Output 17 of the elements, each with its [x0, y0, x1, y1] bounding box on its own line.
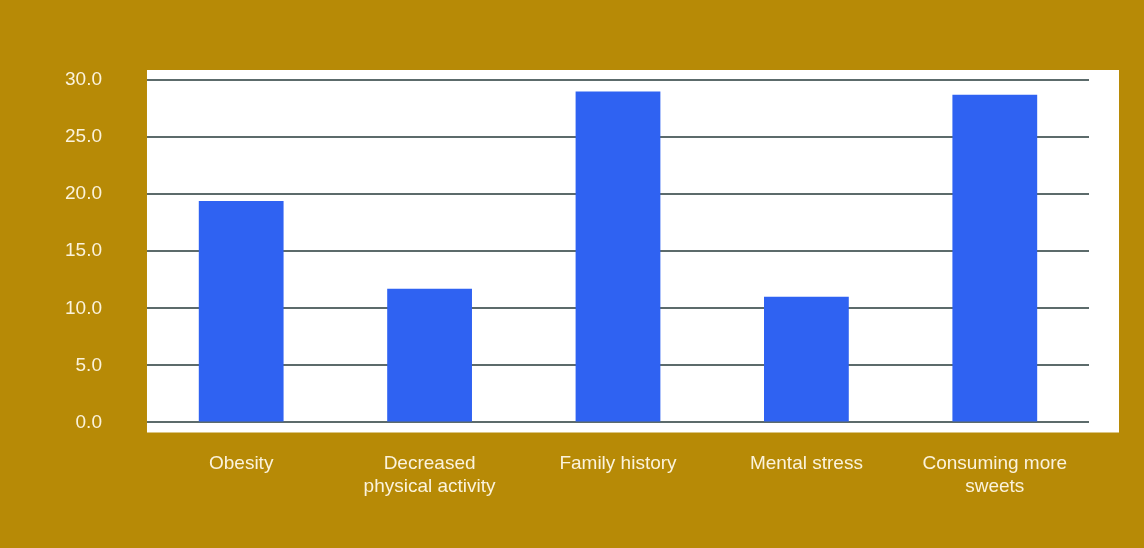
y-tick-label: 20.0 [65, 182, 102, 204]
bar [387, 288, 472, 422]
x-tick-label: Consuming more sweets [922, 452, 1068, 496]
bar [575, 91, 661, 422]
y-tick-label: 25.0 [65, 125, 102, 147]
x-tick-label: Decreased physical activity [363, 452, 497, 496]
y-tick-label: 0.0 [75, 410, 102, 432]
bar [952, 94, 1038, 422]
bar [764, 296, 849, 422]
x-tick-label: Family history [559, 452, 678, 474]
x-tick-label: Mental stress [749, 452, 863, 474]
bar [198, 200, 284, 422]
y-tick-label: 15.0 [65, 239, 102, 261]
x-tick-label: Obesity [208, 452, 274, 474]
y-tick-label: 10.0 [65, 296, 102, 318]
y-tick-label: 5.0 [75, 353, 102, 375]
y-tick-label: 30.0 [65, 68, 102, 90]
